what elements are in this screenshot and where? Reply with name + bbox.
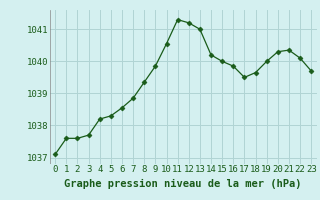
X-axis label: Graphe pression niveau de la mer (hPa): Graphe pression niveau de la mer (hPa) — [64, 179, 302, 189]
